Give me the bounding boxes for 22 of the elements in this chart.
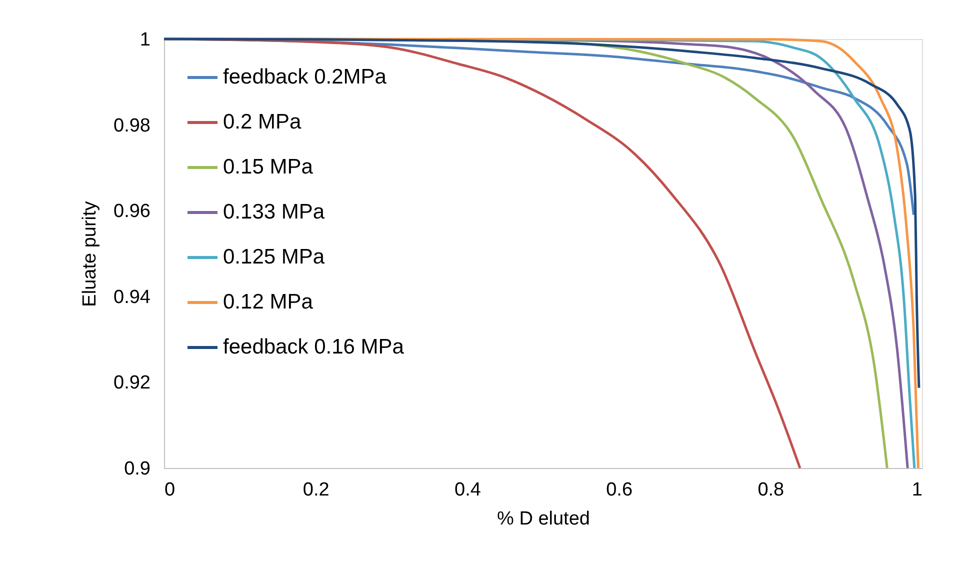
y-tick-label: 0.94: [114, 286, 151, 308]
x-tick-label: 0.6: [606, 480, 633, 500]
x-tick-label: 0.2: [302, 480, 330, 500]
x-tick-label: 0.8: [758, 480, 784, 500]
y-tick-label: 0.96: [114, 201, 150, 222]
y-tick-label: 0.9: [124, 458, 150, 480]
y-tick-label: 1: [140, 30, 150, 50]
x-tick-label: 0.4: [454, 480, 482, 500]
y-axis-title: Eluate purity: [80, 200, 101, 307]
y-tick-label: 0.98: [114, 115, 150, 136]
line-series: [162, 38, 920, 390]
legend-label: 0.125 MPa: [223, 246, 325, 268]
legend-label: feedback 0.16 MPa: [223, 336, 404, 358]
x-axis-title: % D eluted: [497, 508, 590, 530]
legend-label: 0.15 MPa: [223, 156, 314, 178]
y-tick-label: 0.92: [114, 372, 150, 394]
x-tick-label: 1: [912, 480, 922, 500]
legend-label: 0.133 MPa: [223, 200, 325, 224]
legend-label: feedback 0.2MPa: [223, 66, 387, 88]
legend-label: 0.12 MPa: [223, 290, 314, 314]
legend-label: 0.2 MPa: [223, 110, 302, 134]
x-tick-label: 0: [164, 480, 176, 500]
